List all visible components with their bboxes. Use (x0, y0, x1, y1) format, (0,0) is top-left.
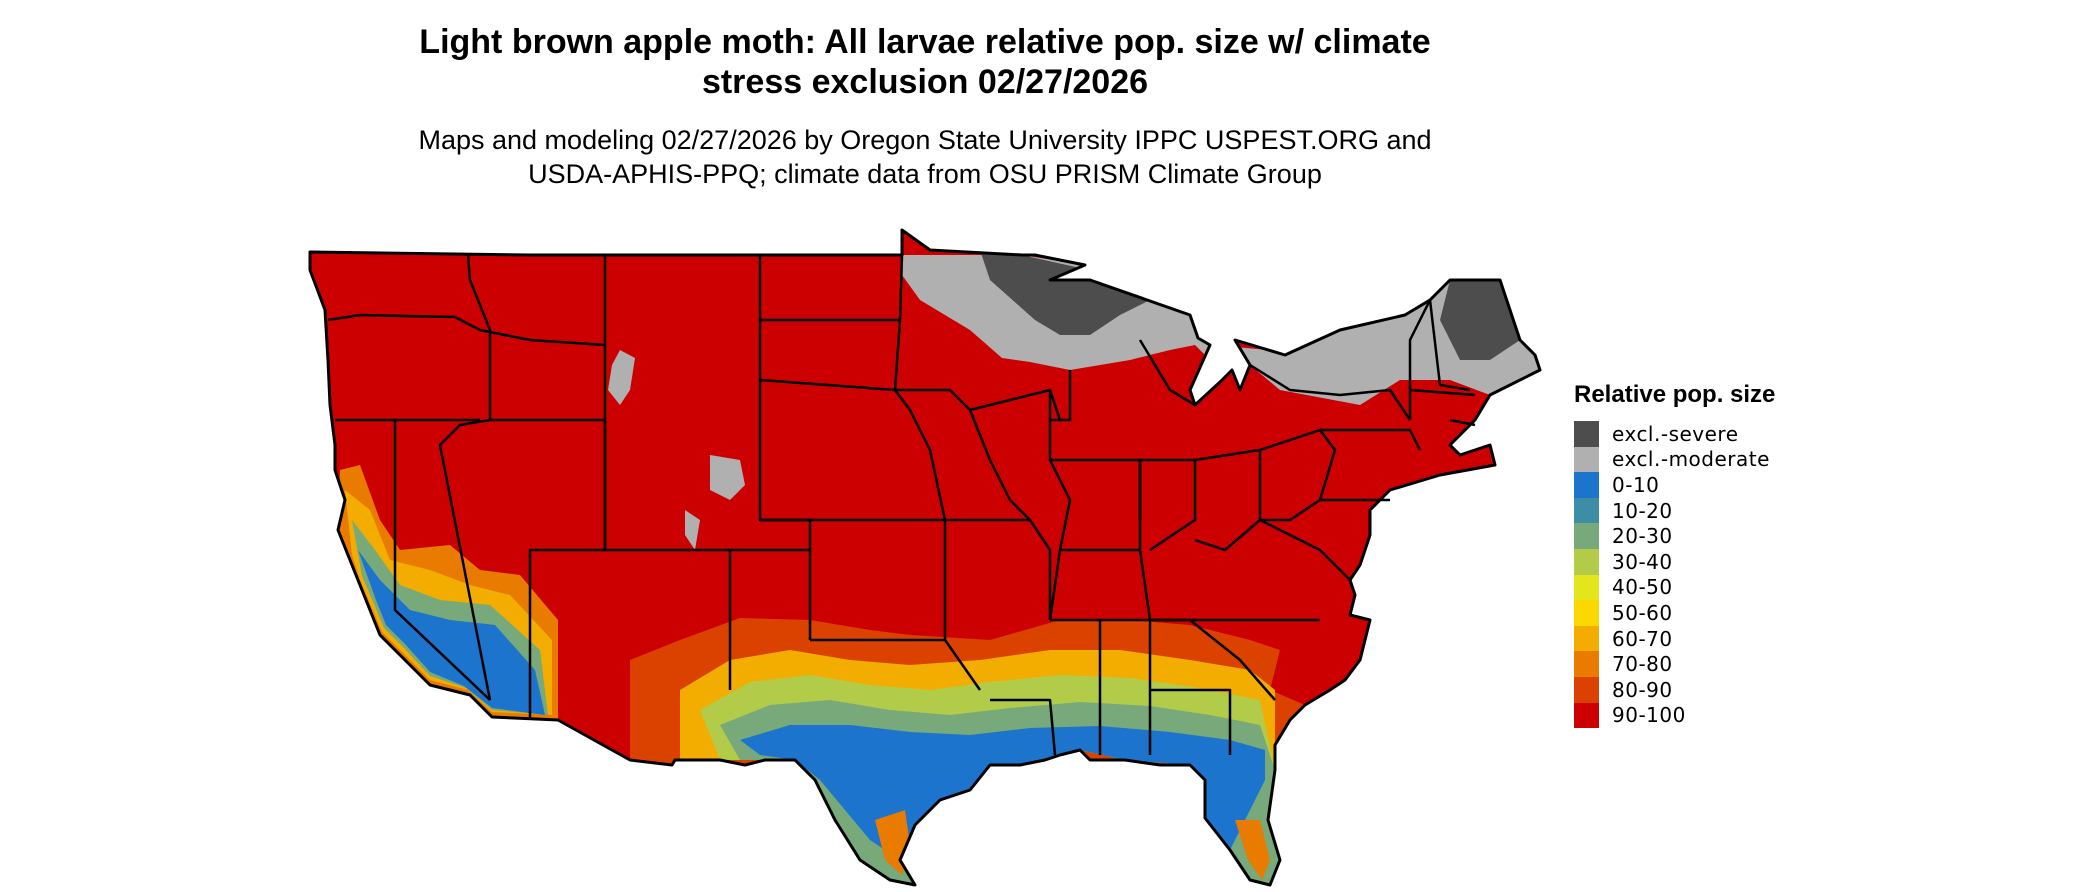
legend-label: 90-100 (1612, 703, 1686, 728)
legend-item-20-30: 20-30 (1574, 523, 1894, 549)
map-title-line-2: stress exclusion 02/27/2026 (701, 63, 1149, 101)
legend-label: 50-60 (1612, 600, 1673, 625)
legend-swatch (1574, 523, 1599, 549)
us-outline (308, 228, 1542, 887)
legend-item-90-100: 90-100 (1574, 702, 1894, 729)
legend-item-80-90: 80-90 (1574, 676, 1894, 703)
legend-item-60-70: 60-70 (1574, 625, 1894, 652)
population-fill (310, 230, 1540, 885)
legend-swatch (1574, 625, 1599, 652)
map-subtitle: Maps and modeling 02/27/2026 by Oregon S… (300, 123, 1550, 191)
map-subtitle-line-2: USDA-APHIS-PPQ; climate data from OSU PR… (528, 159, 1322, 189)
legend-label: 0-10 (1612, 472, 1660, 497)
legend-item-70-80: 70-80 (1574, 651, 1894, 677)
legend-label: 40-50 (1612, 575, 1673, 600)
legend-items: excl.-severe excl.-moderate 0-10 10-20 2… (1574, 421, 1894, 729)
legend-label: excl.-moderate (1612, 447, 1770, 472)
legend-item-excl-severe: excl.-severe (1574, 421, 1894, 447)
legend-swatch (1574, 446, 1599, 473)
legend-item-50-60: 50-60 (1574, 600, 1894, 626)
legend-item-excl-moderate: excl.-moderate (1574, 446, 1894, 473)
legend-title: Relative pop. size (1574, 381, 1776, 408)
legend-label: 10-20 (1612, 498, 1673, 523)
legend-swatch (1574, 651, 1599, 677)
legend-item-0-10: 0-10 (1574, 472, 1894, 498)
map-subtitle-line-1: Maps and modeling 02/27/2026 by Oregon S… (418, 125, 1432, 155)
legend-label: 20-30 (1612, 524, 1673, 549)
legend-swatch (1574, 574, 1599, 601)
map-title: Light brown apple moth: All larvae relat… (300, 22, 1550, 102)
legend-label: excl.-severe (1612, 421, 1739, 446)
map-title-line-1: Light brown apple moth: All larvae relat… (419, 23, 1431, 61)
legend-label: 80-90 (1612, 677, 1673, 702)
legend-swatch (1574, 702, 1599, 729)
legend-swatch (1574, 472, 1599, 498)
legend-swatch (1574, 421, 1599, 447)
legend-swatch (1574, 548, 1599, 575)
map-legend: Relative pop. size excl.-severe excl.-mo… (1574, 380, 1894, 729)
legend-swatch (1574, 600, 1599, 626)
legend-swatch (1574, 497, 1599, 524)
legend-label: 70-80 (1612, 652, 1673, 677)
legend-swatch (1574, 676, 1599, 703)
legend-item-40-50: 40-50 (1574, 574, 1894, 601)
legend-item-10-20: 10-20 (1574, 497, 1894, 524)
legend-label: 60-70 (1612, 626, 1673, 651)
legend-label: 30-40 (1612, 549, 1673, 574)
us-population-map (308, 228, 1542, 887)
legend-item-30-40: 30-40 (1574, 548, 1894, 575)
state-borders (327, 254, 1476, 756)
